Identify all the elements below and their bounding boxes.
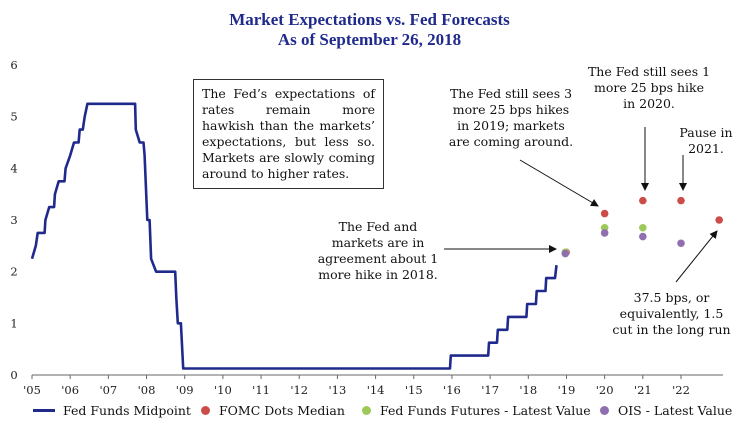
- legend-item-fomc-dots-median: FOMC Dots Median: [201, 403, 345, 418]
- x-tick-label: '06: [61, 383, 79, 397]
- x-tick-label: '11: [252, 383, 270, 397]
- series-line-fed-funds-midpoint: [30, 102, 558, 370]
- x-tick-label: '17: [481, 383, 499, 397]
- x-tick-label: '21: [634, 383, 652, 397]
- x-tick-label: '08: [138, 383, 156, 397]
- y-tick-label: 2: [10, 265, 17, 279]
- x-tick-label: '13: [329, 383, 347, 397]
- data-point-fomc-dots-median: [600, 209, 609, 218]
- chart-legend: Fed Funds Midpoint FOMC Dots Median Fed …: [0, 401, 739, 423]
- data-point-ois-latest-value: [600, 229, 609, 237]
- x-tick-label: '09: [176, 383, 194, 397]
- data-point-fomc-dots-median: [639, 196, 647, 205]
- x-tick-label: '16: [443, 383, 461, 397]
- x-tick-label: '07: [99, 383, 117, 397]
- y-tick-label: 3: [10, 213, 17, 227]
- annotation-hikes-2019: The Fed still sees 3 more 25 bps hikes i…: [448, 86, 574, 149]
- data-point-fomc-dots-median: [677, 196, 685, 205]
- legend-line-swatch: [33, 409, 55, 412]
- annotation-agreement: The Fed and markets are in agreement abo…: [317, 219, 439, 282]
- x-tick-label: '19: [558, 383, 576, 397]
- annotation-hike-2020: The Fed still sees 1 more 25 bps hike in…: [587, 64, 711, 111]
- x-tick-label: '14: [367, 383, 385, 397]
- data-point-ois-latest-value: [639, 232, 647, 241]
- y-tick-label: 0: [10, 368, 17, 382]
- x-tick-label: '20: [596, 383, 614, 397]
- x-tick-label: '10: [214, 383, 232, 397]
- legend-item-fed-funds-midpoint: Fed Funds Midpoint: [33, 403, 191, 418]
- annotation-box: The Fed’s expectations of rates remain m…: [193, 79, 384, 189]
- data-point-fed-funds-futures-latest-value: [639, 223, 647, 232]
- x-tick-label: '18: [519, 383, 537, 397]
- data-point-fomc-dots-median: [715, 216, 723, 224]
- y-tick-label: 4: [10, 161, 17, 175]
- legend-label: OIS - Latest Value: [618, 403, 733, 418]
- x-tick-label: '15: [405, 383, 423, 397]
- y-tick-label: 1: [10, 316, 17, 330]
- x-tick-label: '22: [672, 383, 690, 397]
- legend-label: FOMC Dots Median: [219, 403, 345, 418]
- annotation-long-run: 37.5 bps, or equivalently, 1.5 cut in th…: [612, 290, 731, 337]
- arrow-long-run: [675, 230, 718, 283]
- legend-dot-swatch: [201, 406, 210, 415]
- arrow-hikes-2019: [519, 159, 599, 207]
- y-tick-label: 5: [10, 110, 17, 124]
- chart-title: Market Expectations vs. Fed Forecasts: [229, 10, 510, 29]
- x-tick-label: '12: [290, 383, 308, 397]
- legend-label: Fed Funds Midpoint: [63, 403, 191, 418]
- data-point-ois-latest-value: [561, 249, 570, 258]
- legend-dot-swatch: [362, 406, 371, 415]
- annotation-pause-2021: Pause in 2021.: [679, 125, 733, 156]
- legend-item-ois: OIS - Latest Value: [600, 403, 732, 418]
- chart-subtitle: As of September 26, 2018: [277, 30, 462, 49]
- data-point-ois-latest-value: [677, 239, 685, 248]
- legend-dot-swatch: [600, 406, 609, 415]
- legend-item-fed-funds-futures: Fed Funds Futures - Latest Value: [362, 403, 591, 418]
- y-tick-label: 6: [10, 58, 17, 72]
- legend-label: Fed Funds Futures - Latest Value: [380, 403, 591, 418]
- x-tick-label: '05: [23, 383, 41, 397]
